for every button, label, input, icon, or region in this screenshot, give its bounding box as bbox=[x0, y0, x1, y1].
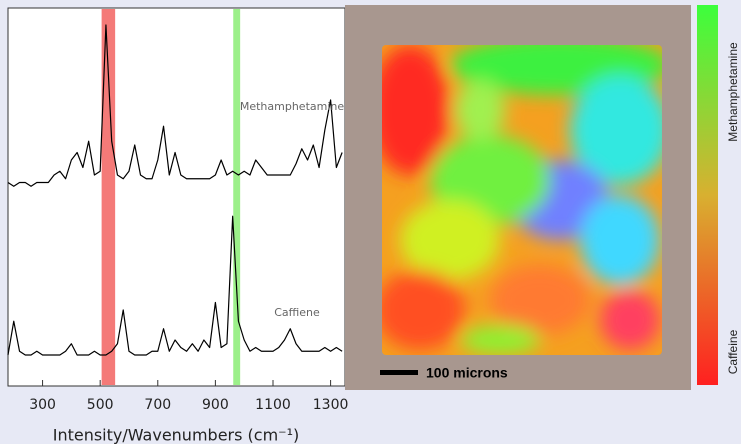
x-tick-label: 1100 bbox=[255, 397, 291, 413]
scale-bar-label: 100 microns bbox=[426, 365, 508, 381]
x-tick-label: 900 bbox=[202, 397, 229, 413]
scale-bar bbox=[380, 370, 418, 375]
colorbar-label: Methamphetamine bbox=[726, 42, 740, 142]
series-label: Methamphetamine bbox=[240, 100, 345, 113]
spectrum-line bbox=[7, 24, 343, 187]
x-axis-label: Intensity/Wavenumbers (cm⁻¹) bbox=[53, 426, 300, 444]
x-tick-label: 500 bbox=[87, 397, 114, 413]
colorbar-label: Caffeine bbox=[726, 329, 740, 374]
highlight-band bbox=[233, 9, 241, 385]
x-tick-label: 300 bbox=[29, 397, 56, 413]
x-tick-label: 1300 bbox=[313, 397, 349, 413]
plot-panel bbox=[7, 7, 346, 387]
spectrum-line bbox=[7, 215, 343, 356]
series-label: Caffiene bbox=[274, 306, 320, 319]
colorbar bbox=[697, 5, 718, 385]
x-tick-label: 700 bbox=[144, 397, 171, 413]
chemical-map bbox=[382, 45, 662, 355]
highlight-band bbox=[101, 9, 116, 385]
